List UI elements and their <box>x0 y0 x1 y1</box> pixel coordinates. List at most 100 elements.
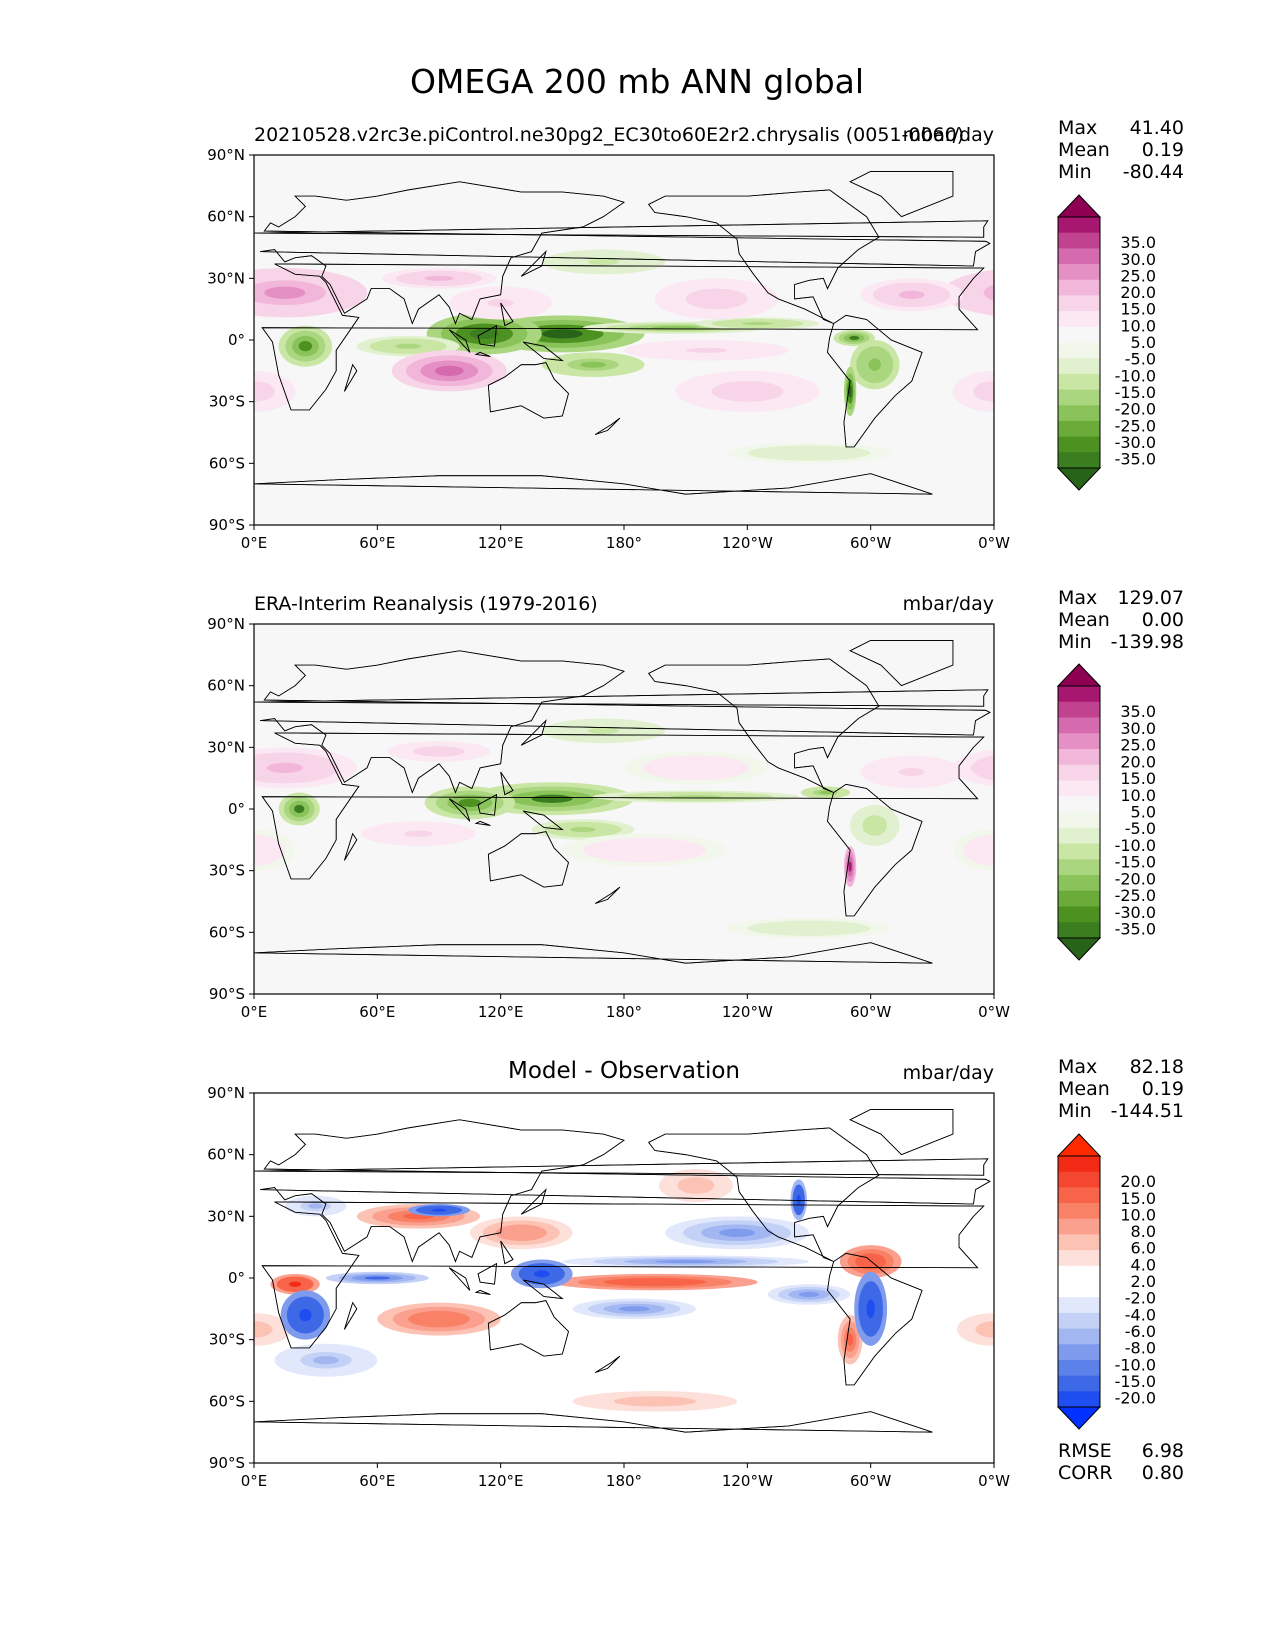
field-contour <box>1202 291 1275 316</box>
colorbar-bin <box>1058 358 1100 375</box>
field-contour <box>123 1257 138 1265</box>
panels: 0°E 60°E 120°E 180° 120°W 60°W 0°W 90°N 60°N 30°N… <box>0 117 1275 1490</box>
colorbar-extend-max <box>1056 194 1102 218</box>
colorbar-bin <box>1058 922 1100 939</box>
colorbar-bin <box>1058 264 1100 281</box>
colorbar-bin <box>1058 373 1100 391</box>
coastline <box>344 1301 358 1330</box>
x-tick-label: 60°W <box>850 1003 892 1021</box>
stat-label: Mean <box>1058 1078 1110 1100</box>
field-contour <box>983 284 994 301</box>
coastline <box>487 831 569 888</box>
colorbar-label: -35.0 <box>1115 450 1156 469</box>
colorbar-bin <box>1058 843 1100 860</box>
coastlines <box>254 171 991 495</box>
panel-title-left: ERA-Interim Reanalysis (1979-2016) <box>254 593 598 615</box>
field-contour <box>2 322 33 325</box>
colorbar-bin <box>1058 326 1100 343</box>
field-contour <box>1017 1276 1054 1291</box>
field-contour <box>254 386 265 397</box>
colorbar-bin <box>1058 1265 1100 1282</box>
field-contour <box>701 293 732 305</box>
field-contour <box>849 335 860 341</box>
x-tick-label: 60°W <box>850 1472 892 1490</box>
x-tick-label: 0°W <box>978 534 1010 552</box>
stat-value: -139.98 <box>1111 631 1184 653</box>
colorbar-label: -25.0 <box>1115 886 1156 905</box>
field-contour <box>122 1290 138 1327</box>
coastline <box>523 810 564 831</box>
extra-stat-value: 0.80 <box>1142 1462 1184 1484</box>
field-contour <box>48 1289 89 1299</box>
colorbar-bin <box>1058 1250 1100 1267</box>
colorbar-bin <box>1058 701 1100 718</box>
x-tick-label: 0°E <box>241 534 268 552</box>
coastline <box>254 1411 933 1433</box>
x-tick-label: 120°E <box>478 534 524 552</box>
field-contour <box>1156 1206 1202 1215</box>
field-contour <box>99 332 130 344</box>
colorbar-bin <box>1058 686 1100 703</box>
coastline <box>344 363 358 392</box>
colorbar-bin <box>1058 859 1100 876</box>
field-contour <box>1251 791 1275 807</box>
field-contour <box>105 373 114 410</box>
field-contour <box>898 767 925 777</box>
x-tick-label: 60°E <box>359 1003 395 1021</box>
field-contour <box>127 1300 135 1319</box>
colorbar-extend-min <box>1056 1406 1102 1430</box>
field-contour <box>1230 786 1275 811</box>
colorbar-label: 15.0 <box>1120 1189 1156 1208</box>
stat-label: Max <box>1058 1056 1097 1078</box>
coastline <box>254 689 989 707</box>
x-tick-label: 180° <box>606 534 642 552</box>
field-contour <box>118 1281 143 1337</box>
panel-units: mbar/day <box>903 124 994 146</box>
field-contour <box>104 334 125 342</box>
stat-label: Max <box>1058 587 1097 609</box>
y-tick-label: 30°N <box>207 269 245 287</box>
field-contour <box>677 763 714 773</box>
y-tick-label: 90°S <box>209 516 245 534</box>
field-contour <box>67 788 104 797</box>
stat-value: 0.19 <box>1142 1078 1184 1100</box>
field-contour <box>1210 782 1275 815</box>
coastline <box>477 324 498 347</box>
colorbar-label: 2.0 <box>1131 1272 1156 1291</box>
colorbar-label: 15.0 <box>1120 300 1156 319</box>
field-contour <box>847 1333 854 1346</box>
field-contour <box>1210 1216 1275 1249</box>
field-contour <box>634 1398 676 1404</box>
stat-value: 82.18 <box>1130 1056 1184 1078</box>
coastline <box>648 658 880 793</box>
field-contour <box>0 386 25 396</box>
y-tick-label: 60°S <box>209 454 245 472</box>
field-contour <box>1167 313 1275 354</box>
x-tick-label: 0°W <box>978 1003 1010 1021</box>
field-contour <box>48 450 89 455</box>
field-contour <box>364 1276 391 1280</box>
field-contour <box>1010 1274 1059 1295</box>
field-contour <box>431 1208 447 1212</box>
field-contour <box>1251 1260 1275 1289</box>
colorbar-label: -15.0 <box>1115 853 1156 872</box>
field-contour <box>107 856 113 877</box>
field-contour <box>1223 1220 1275 1245</box>
stat-label: Mean <box>1058 139 1110 161</box>
field-contour <box>0 371 79 412</box>
field-contour <box>988 762 994 774</box>
coastline <box>849 1109 954 1156</box>
field-contour <box>1181 318 1267 349</box>
field-contour <box>618 1306 650 1312</box>
field-contour <box>1236 1225 1275 1241</box>
field-contour <box>299 1308 312 1322</box>
field-contour <box>133 760 210 785</box>
coastline <box>261 732 985 880</box>
field-contour <box>404 830 433 837</box>
colorbar-label: -20.0 <box>1115 400 1156 419</box>
field-contour <box>0 323 5 332</box>
y-tick-label: 90°S <box>209 985 245 1003</box>
extra-stat-label: CORR <box>1058 1462 1113 1484</box>
x-tick-label: 60°W <box>850 534 892 552</box>
coastline <box>520 1188 547 1215</box>
